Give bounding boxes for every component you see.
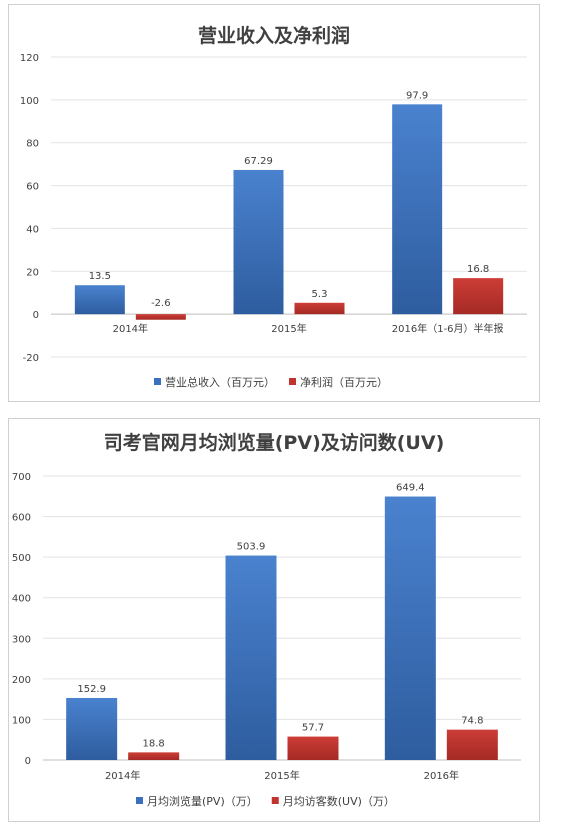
y-tick-label: 200 xyxy=(12,675,31,686)
data-label: 97.9 xyxy=(406,90,428,101)
x-tick-label: 2014年 xyxy=(113,322,148,335)
bar-series1 xyxy=(66,697,118,760)
bar-series1 xyxy=(74,285,125,315)
legend-swatch xyxy=(271,797,279,804)
x-tick-label: 2015年 xyxy=(264,769,299,782)
x-tick-label: 2016年 xyxy=(424,769,459,782)
data-label: 649.4 xyxy=(396,483,425,494)
legend-label: 营业总收入（百万元） xyxy=(165,375,275,389)
y-tick-label: -20 xyxy=(23,353,39,364)
bar-series1 xyxy=(225,555,277,760)
bar-series1 xyxy=(233,169,284,315)
y-tick-label: 20 xyxy=(26,267,39,278)
bar-series1 xyxy=(384,496,436,760)
y-tick-label: 60 xyxy=(26,182,39,193)
legend-swatch xyxy=(136,797,143,804)
data-label: 503.9 xyxy=(237,542,266,553)
y-tick-label: 300 xyxy=(12,634,31,645)
pv-uv-chart-panel: 司考官网月均浏览量(PV)及访问数(UV) 0 100 200 300 400 500 60… xyxy=(8,418,540,822)
y-tick-label: 100 xyxy=(12,715,31,726)
bar-series2 xyxy=(287,736,339,760)
y-tick-label: 400 xyxy=(12,594,31,605)
legend-label: 月均浏览量(PV)（万） xyxy=(147,794,258,808)
bar-series1 xyxy=(392,104,443,315)
chart-title: 营业收入及净利润 xyxy=(198,24,350,47)
pv-uv-chart: 司考官网月均浏览量(PV)及访问数(UV) 0 100 200 300 400 500 60… xyxy=(12,431,521,808)
data-label: 13.5 xyxy=(89,271,111,282)
bar-series2 xyxy=(294,302,345,315)
legend-label: 月均访客数(UV)（万） xyxy=(283,794,395,808)
chart-title: 司考官网月均浏览量(PV)及访问数(UV) xyxy=(104,431,445,454)
data-label: 67.29 xyxy=(244,156,273,167)
bar-series2 xyxy=(135,314,186,320)
y-tick-label: 80 xyxy=(26,139,39,150)
legend-swatch xyxy=(289,378,296,385)
revenue-profit-chart: 营业收入及净利润 -20 0 20 40 60 80 100 120 13.5 -2.6 2014年… xyxy=(20,24,527,389)
data-label: 74.8 xyxy=(461,716,483,727)
bar-series2 xyxy=(446,729,498,760)
y-tick-label: 120 xyxy=(20,53,39,64)
legend-swatch xyxy=(154,378,161,385)
data-label: -2.6 xyxy=(151,298,171,309)
x-tick-label: 2015年 xyxy=(271,322,306,335)
data-label: 152.9 xyxy=(77,684,106,695)
y-tick-label: 100 xyxy=(20,96,39,107)
data-label: 18.8 xyxy=(143,738,165,749)
y-tick-label: 40 xyxy=(26,224,39,235)
data-label: 57.7 xyxy=(302,723,324,734)
x-tick-label: 2016年（1-6月）半年报 xyxy=(392,322,504,335)
legend-label: 净利润（百万元） xyxy=(300,375,388,389)
y-tick-label: 0 xyxy=(33,310,39,321)
y-tick-label: 700 xyxy=(12,472,31,483)
y-tick-label: 500 xyxy=(12,553,31,564)
bar-series2 xyxy=(128,752,180,760)
x-tick-label: 2014年 xyxy=(105,769,140,782)
y-tick-label: 0 xyxy=(25,756,31,767)
y-tick-label: 600 xyxy=(12,513,31,524)
revenue-profit-chart-panel: 营业收入及净利润 -20 0 20 40 60 80 100 120 13.5 -2.6 2014年… xyxy=(8,4,540,402)
data-label: 16.8 xyxy=(467,264,489,275)
bar-series2 xyxy=(453,278,504,315)
data-label: 5.3 xyxy=(312,289,328,300)
